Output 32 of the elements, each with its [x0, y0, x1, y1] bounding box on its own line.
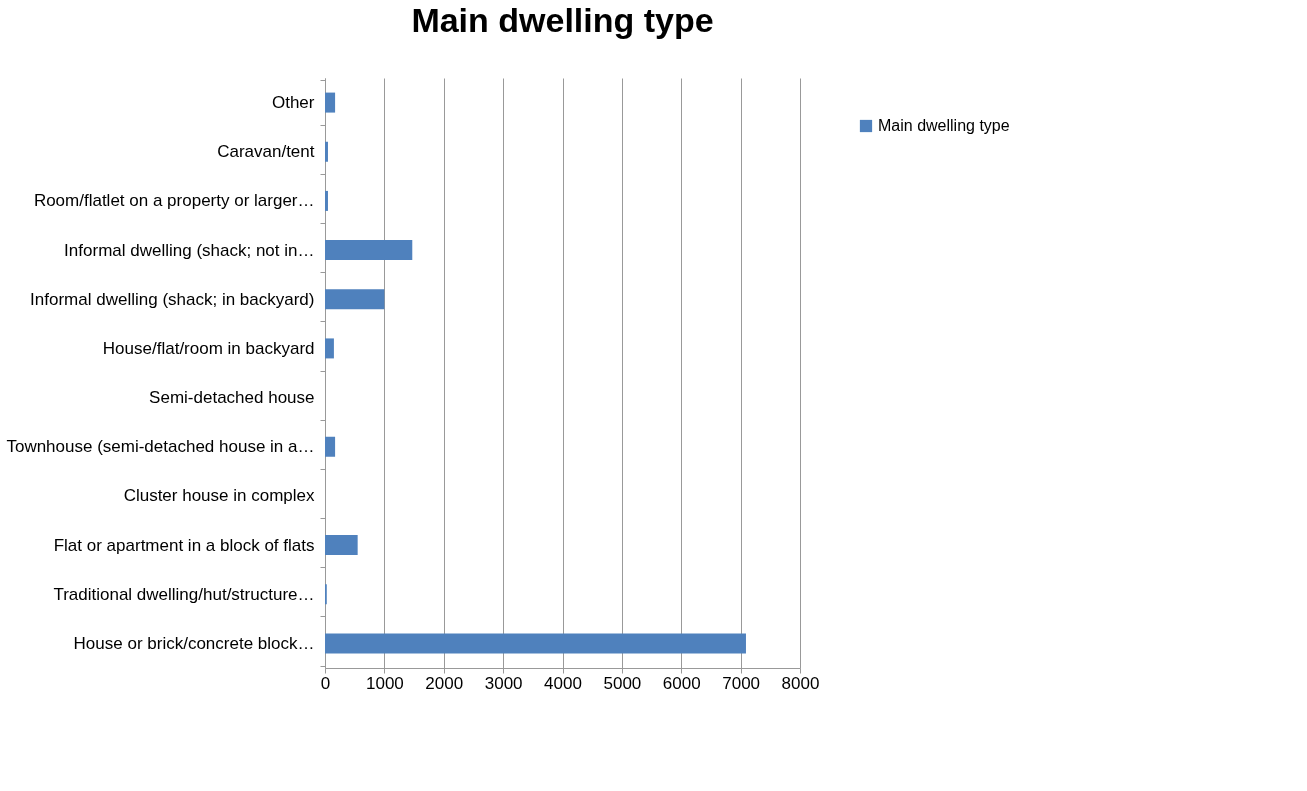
x-tick-label: 7000	[722, 673, 761, 693]
x-tick-label: 0	[320, 673, 331, 693]
y-tick-label: Cluster house in complex	[123, 486, 315, 506]
legend-label: Main dwelling type	[878, 117, 1010, 134]
bar	[325, 190, 328, 211]
bar	[325, 289, 385, 310]
x-tick-label: 3000	[484, 673, 523, 693]
x-tick-label: 5000	[603, 673, 642, 693]
bar	[325, 338, 334, 359]
x-tick-label: 4000	[544, 673, 582, 693]
y-tick-label: Traditional dwelling/hut/structure…	[53, 584, 315, 604]
bar	[325, 141, 328, 162]
bar	[325, 535, 358, 556]
bar	[325, 436, 336, 457]
y-tick-label: Townhouse (semi-detached house in a…	[6, 437, 315, 457]
y-tick-label: House or brick/concrete block…	[73, 633, 315, 653]
y-tick-label: Other	[271, 93, 315, 113]
y-tick-label: House/flat/room in backyard	[102, 338, 315, 358]
y-tick-label: Room/flatlet on a property or larger…	[33, 191, 315, 211]
y-tick-label: Semi-detached house	[149, 388, 315, 408]
chart-title: Main dwelling type	[411, 1, 714, 39]
y-tick-label: Caravan/tent	[217, 142, 315, 162]
x-tick-label: 8000	[781, 673, 820, 693]
y-tick-label: Flat or apartment in a block of flats	[53, 535, 315, 555]
x-tick-label: 2000	[425, 673, 464, 693]
y-tick-label: Informal dwelling (shack; not in…	[64, 240, 315, 260]
y-tick-label: Informal dwelling (shack; in backyard)	[30, 289, 315, 309]
bar	[325, 92, 336, 113]
bar	[325, 633, 746, 654]
x-tick-label: 1000	[365, 673, 404, 693]
bar	[325, 240, 413, 261]
x-tick-label: 6000	[662, 673, 701, 693]
